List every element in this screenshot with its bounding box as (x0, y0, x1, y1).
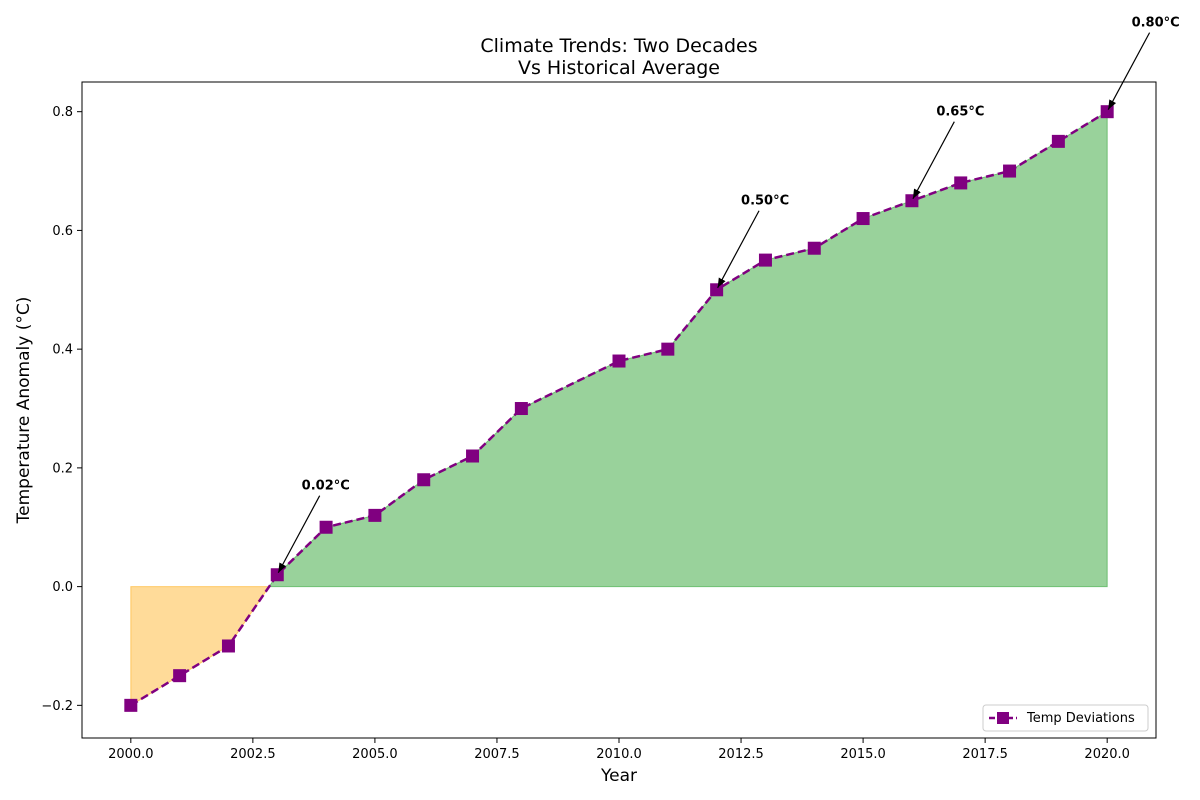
data-point-marker (612, 354, 626, 368)
legend: Temp Deviations (982, 704, 1149, 732)
data-point-marker (319, 520, 333, 534)
y-axis-title: Temperature Anomaly (°C) (14, 297, 34, 525)
fill-above-zero (268, 110, 1108, 588)
data-point-marker (758, 253, 772, 267)
data-point-marker (1100, 105, 1114, 119)
y-axis: −0.2 0.0 0.2 0.4 0.6 0.8 (41, 105, 82, 714)
data-point-marker (905, 194, 919, 208)
data-point-marker (368, 508, 382, 522)
x-tick-label: 2012.5 (718, 747, 764, 762)
y-tick-label: 0.8 (52, 105, 73, 120)
annotation-arrow (912, 121, 955, 200)
x-tick-label: 2017.5 (962, 747, 1008, 762)
data-point-marker (270, 568, 284, 582)
data-point-marker (417, 473, 431, 487)
x-tick-label: 2000.0 (108, 747, 154, 762)
chart-title-line2: Vs Historical Average (518, 57, 720, 79)
fill-below-zero (130, 586, 271, 707)
x-tick-label: 2015.0 (840, 747, 886, 762)
data-point-marker (661, 342, 675, 356)
x-axis: 2000.0 2002.5 2005.0 2007.5 2010.0 2012.5 2015… (108, 738, 1130, 762)
data-point-marker (221, 639, 235, 653)
x-tick-label: 2010.0 (596, 747, 642, 762)
data-point-marker (807, 241, 821, 255)
x-tick-label: 2002.5 (230, 747, 276, 762)
x-tick-label: 2005.0 (352, 747, 398, 762)
annotation-label: 0.80°C (1132, 16, 1180, 31)
chart-title-line1: Climate Trends: Two Decades (480, 35, 757, 57)
data-point-marker (173, 669, 187, 683)
annotation-label: 0.02°C (302, 479, 350, 494)
annotations: 0.02°C 0.50°C 0.65°C 0.80°C (277, 16, 1180, 574)
annotation-arrow (717, 210, 760, 289)
x-tick-label: 2007.5 (474, 747, 520, 762)
data-point-marker (1003, 164, 1017, 178)
y-tick-label: −0.2 (41, 699, 73, 714)
data-point-marker (1051, 134, 1065, 148)
annotation-arrow (277, 495, 321, 574)
x-tick-label: 2020.0 (1084, 747, 1130, 762)
data-point-marker (856, 212, 870, 226)
legend-label: Temp Deviations (1026, 711, 1135, 726)
y-tick-label: 0.4 (52, 343, 73, 358)
data-point-marker (124, 698, 138, 712)
annotation-arrow (1107, 32, 1151, 110)
data-point-marker (514, 402, 528, 416)
fill-areas (130, 110, 1108, 707)
x-axis-title: Year (600, 766, 637, 786)
y-tick-label: 0.6 (52, 224, 73, 239)
data-point-marker (466, 449, 480, 463)
annotation-label: 0.50°C (741, 194, 789, 209)
data-point-marker (954, 176, 968, 190)
legend-box (982, 704, 1149, 732)
y-tick-label: 0.2 (52, 461, 73, 476)
annotation-label: 0.65°C (936, 105, 984, 120)
y-tick-label: 0.0 (52, 580, 73, 595)
data-point-marker (710, 283, 724, 297)
legend-marker (997, 712, 1009, 724)
